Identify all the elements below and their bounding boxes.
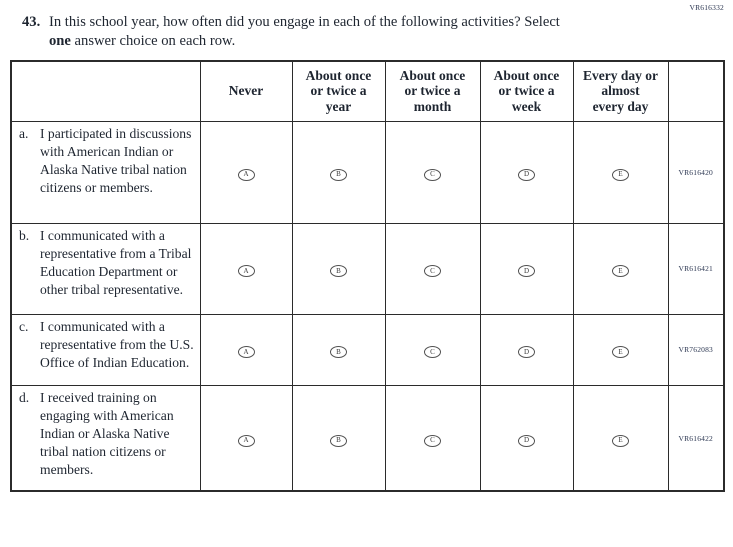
row-d-text: I received training on engaging with Ame…	[40, 389, 174, 478]
question-text: In this school year, how often did you e…	[49, 13, 670, 51]
answer-bubble-a[interactable]: A	[237, 346, 255, 359]
row-b-cell-month: C	[384, 222, 481, 315]
table-row-d: d. I received training on engaging with …	[10, 384, 725, 492]
header-once-twice-month: About once or twice a month	[384, 60, 481, 122]
row-d-vr-code: VR616422	[667, 384, 725, 492]
row-d-cell-week: D	[479, 384, 574, 492]
answer-bubble-c[interactable]: C	[424, 168, 441, 181]
answer-bubble-e[interactable]: E	[612, 346, 629, 359]
row-d-letter: d.	[19, 389, 30, 405]
row-a-text: I participated in discussions with Ameri…	[40, 125, 192, 196]
header-every-day: Every day or almost every day	[572, 60, 669, 122]
table-row-a: a. I participated in discussions with Am…	[10, 120, 725, 224]
row-d-cell-month: C	[384, 384, 481, 492]
row-a-letter: a.	[19, 125, 29, 141]
answer-bubble-d[interactable]: D	[518, 434, 535, 447]
question-block: 43. In this school year, how often did y…	[22, 13, 670, 51]
row-c-cell-daily: E	[572, 313, 669, 386]
answer-bubble-a[interactable]: A	[237, 434, 255, 447]
page-variable-code: VR616332	[689, 3, 724, 12]
header-never: Never	[199, 60, 293, 122]
row-c-cell-month: C	[384, 313, 481, 386]
row-c-cell-year: B	[291, 313, 386, 386]
header-row: Never About once or twice a year About o…	[10, 60, 725, 122]
row-d-cell-never: A	[199, 384, 293, 492]
row-c-stem: c. I communicated with a representative …	[10, 313, 201, 386]
answer-bubble-b[interactable]: B	[330, 168, 347, 181]
row-b-stem: b. I communicated with a representative …	[10, 222, 201, 315]
header-once-twice-year: About once or twice a year	[291, 60, 386, 122]
header-stem	[10, 60, 201, 122]
answer-bubble-c[interactable]: C	[424, 434, 441, 447]
table-row-b: b. I communicated with a representative …	[10, 222, 725, 315]
row-b-vr-code: VR616421	[667, 222, 725, 315]
row-b-cell-week: D	[479, 222, 574, 315]
answer-bubble-e[interactable]: E	[612, 434, 629, 447]
row-a-vr-code: VR616420	[667, 120, 725, 224]
question-number: 43.	[22, 14, 41, 30]
answer-bubble-a[interactable]: A	[237, 168, 255, 181]
answer-bubble-b[interactable]: B	[330, 434, 347, 447]
row-a-stem: a. I participated in discussions with Am…	[10, 120, 201, 224]
row-a-cell-daily: E	[572, 120, 669, 224]
row-b-letter: b.	[19, 227, 30, 243]
row-d-stem: d. I received training on engaging with …	[10, 384, 201, 492]
row-a-cell-month: C	[384, 120, 481, 224]
row-b-cell-year: B	[291, 222, 386, 315]
answer-bubble-b[interactable]: B	[330, 265, 347, 278]
row-d-cell-year: B	[291, 384, 386, 492]
answer-bubble-e[interactable]: E	[612, 168, 629, 181]
answer-bubble-b[interactable]: B	[330, 346, 347, 359]
answer-bubble-a[interactable]: A	[237, 265, 255, 278]
question-line1: In this school year, how often did you e…	[49, 14, 560, 30]
question-line2-rest: answer choice on each row.	[70, 32, 236, 49]
row-b-cell-never: A	[199, 222, 293, 315]
header-code	[667, 60, 725, 122]
row-a-cell-week: D	[479, 120, 574, 224]
answer-bubble-c[interactable]: C	[424, 346, 441, 359]
response-matrix-table: Never About once or twice a year About o…	[10, 59, 725, 493]
answer-bubble-d[interactable]: D	[518, 346, 535, 359]
row-b-text: I communicated with a representative fro…	[40, 227, 192, 298]
answer-bubble-e[interactable]: E	[612, 265, 629, 278]
header-once-twice-week: About once or twice a week	[479, 60, 574, 122]
row-c-vr-code: VR762083	[667, 313, 725, 386]
row-b-cell-daily: E	[572, 222, 669, 315]
answer-bubble-c[interactable]: C	[424, 265, 441, 278]
row-a-cell-never: A	[199, 120, 293, 224]
answer-bubble-d[interactable]: D	[518, 168, 535, 181]
table-row-c: c. I communicated with a representative …	[10, 313, 725, 386]
row-c-cell-never: A	[199, 313, 293, 386]
row-c-letter: c.	[19, 318, 29, 334]
row-a-cell-year: B	[291, 120, 386, 224]
row-d-cell-daily: E	[572, 384, 669, 492]
row-c-text: I communicated with a representative fro…	[40, 318, 194, 371]
answer-bubble-d[interactable]: D	[518, 265, 535, 278]
question-bold-word: one	[49, 32, 71, 49]
row-c-cell-week: D	[479, 313, 574, 386]
